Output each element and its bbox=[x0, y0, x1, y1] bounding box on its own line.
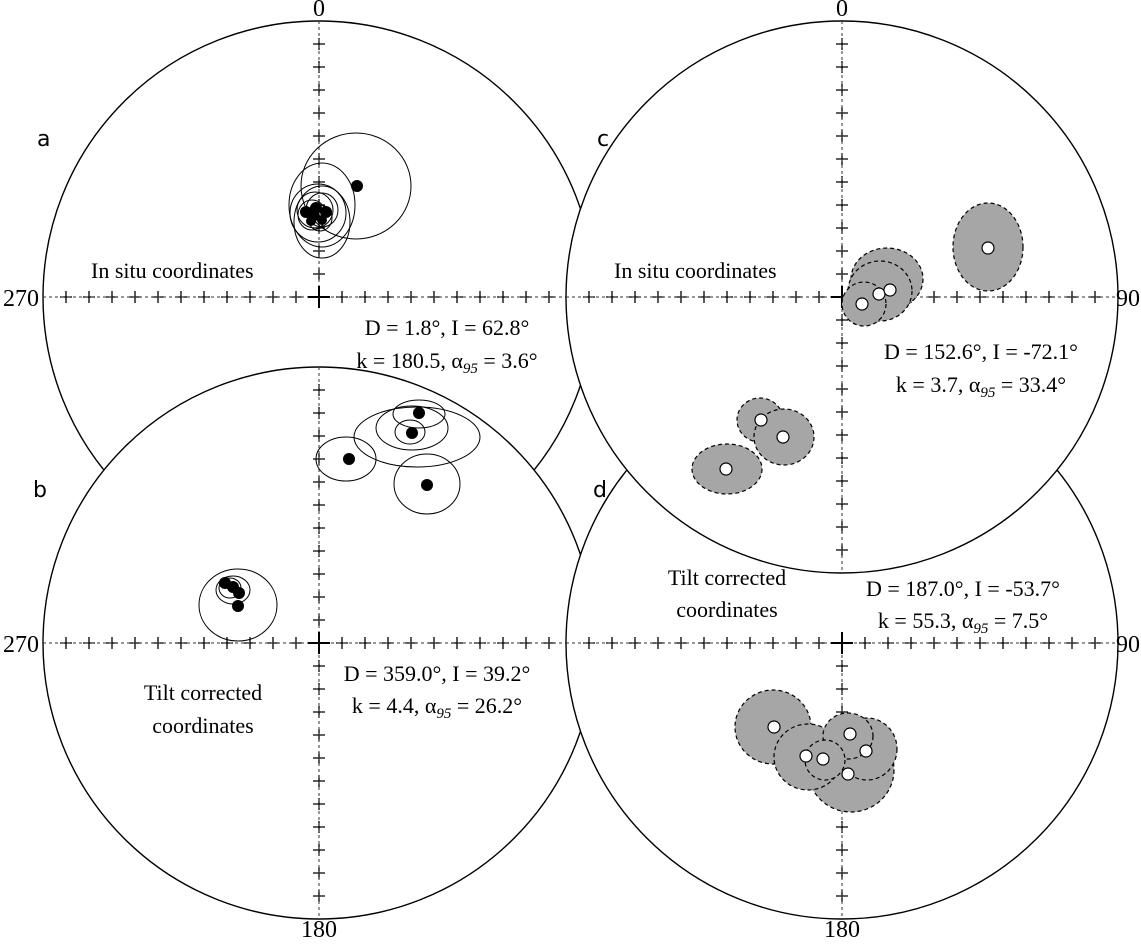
panel-b-coordinates-line2: coordinates bbox=[152, 713, 253, 738]
direction-point bbox=[310, 211, 320, 221]
panel-d-letter: d bbox=[593, 478, 607, 503]
direction-point bbox=[859, 744, 873, 758]
direction-point bbox=[233, 587, 245, 599]
direction-point bbox=[843, 727, 857, 741]
panel-d-directions bbox=[767, 720, 873, 781]
panel-b-south-label: 180 bbox=[301, 917, 337, 941]
panel-c-letter: c bbox=[597, 127, 609, 152]
confidence-cone bbox=[289, 183, 347, 243]
panel-b-letter: b bbox=[33, 478, 47, 503]
direction-point bbox=[406, 427, 418, 439]
panel-a-directions bbox=[300, 180, 363, 226]
panel-d-stats-mean: D = 187.0°, I = -53.7° bbox=[866, 576, 1060, 601]
direction-point bbox=[841, 767, 855, 781]
direction-point bbox=[300, 206, 312, 218]
panel-b-stats-precision: k = 4.4, α95 = 26.2° bbox=[352, 693, 522, 722]
panel-a-coordinates-label: In situ coordinates bbox=[91, 258, 254, 283]
direction-point bbox=[816, 752, 830, 766]
direction-point bbox=[872, 287, 886, 301]
panel-c-north-label: 0 bbox=[836, 0, 848, 22]
panel-d-south-label: 180 bbox=[824, 917, 860, 941]
panel-d-coordinates-line1: Tilt corrected bbox=[668, 565, 786, 590]
panel-b-coordinates-line1: Tilt corrected bbox=[144, 680, 262, 705]
panel-a-stats-precision: k = 180.5, α95 = 3.6° bbox=[356, 348, 537, 377]
confidence-cone bbox=[393, 453, 461, 515]
direction-point bbox=[413, 407, 425, 419]
panel-c-east-label: 90 bbox=[1116, 286, 1140, 312]
confidence-cone bbox=[288, 162, 356, 248]
panel-b-center-cross bbox=[308, 632, 330, 654]
panel-c: c 0 90 In situ coordinates D = 152.6°, I… bbox=[565, 0, 1140, 574]
confidence-cone bbox=[198, 568, 278, 642]
confidence-cone bbox=[375, 405, 449, 451]
panel-a-north-label: 0 bbox=[313, 0, 325, 22]
panel-a-stats-mean: D = 1.8°, I = 62.8° bbox=[365, 315, 530, 340]
direction-point bbox=[351, 180, 363, 192]
panel-b-stats-mean: D = 359.0°, I = 39.2° bbox=[344, 661, 531, 686]
confidence-cone bbox=[353, 406, 481, 468]
direction-point bbox=[883, 283, 897, 297]
direction-point bbox=[421, 479, 433, 491]
confidence-cone bbox=[394, 419, 426, 445]
panel-d-coordinates-line2: coordinates bbox=[676, 597, 777, 622]
panel-c-stats-precision: k = 3.7, α95 = 33.4° bbox=[896, 372, 1066, 401]
panel-c-directions bbox=[719, 241, 995, 476]
confidence-cone bbox=[315, 436, 377, 482]
direction-point bbox=[981, 241, 995, 255]
direction-point bbox=[776, 430, 790, 444]
panel-d-stats-precision: k = 55.3, α95 = 7.5° bbox=[878, 608, 1048, 637]
direction-point bbox=[754, 413, 768, 427]
panel-a-west-label: 270 bbox=[3, 286, 39, 312]
direction-point bbox=[767, 720, 781, 734]
panel-a-letter: a bbox=[37, 127, 50, 152]
confidence-cone bbox=[300, 132, 412, 240]
confidence-cone bbox=[293, 185, 351, 259]
panel-d-center-cross bbox=[831, 632, 853, 654]
direction-point bbox=[310, 202, 322, 214]
panel-c-coordinates-label: In situ coordinates bbox=[614, 258, 777, 283]
panel-d-east-label: 90 bbox=[1116, 632, 1140, 658]
panel-b-west-label: 270 bbox=[3, 632, 39, 658]
panel-b: b 270 180 Tilt corrected coordinates D =… bbox=[3, 366, 596, 943]
direction-point bbox=[855, 297, 869, 311]
panel-a-center-cross bbox=[308, 286, 330, 308]
panel-b-directions bbox=[219, 407, 433, 612]
direction-point bbox=[232, 600, 244, 612]
direction-point bbox=[799, 749, 813, 763]
direction-point bbox=[343, 453, 355, 465]
panel-d-cones bbox=[734, 689, 898, 813]
direction-point bbox=[320, 206, 332, 218]
direction-point bbox=[719, 462, 733, 476]
confidence-cone bbox=[392, 399, 446, 429]
panel-b-cones bbox=[198, 399, 481, 642]
confidence-cone bbox=[296, 191, 334, 229]
panel-c-stats-mean: D = 152.6°, I = -72.1° bbox=[884, 339, 1078, 364]
